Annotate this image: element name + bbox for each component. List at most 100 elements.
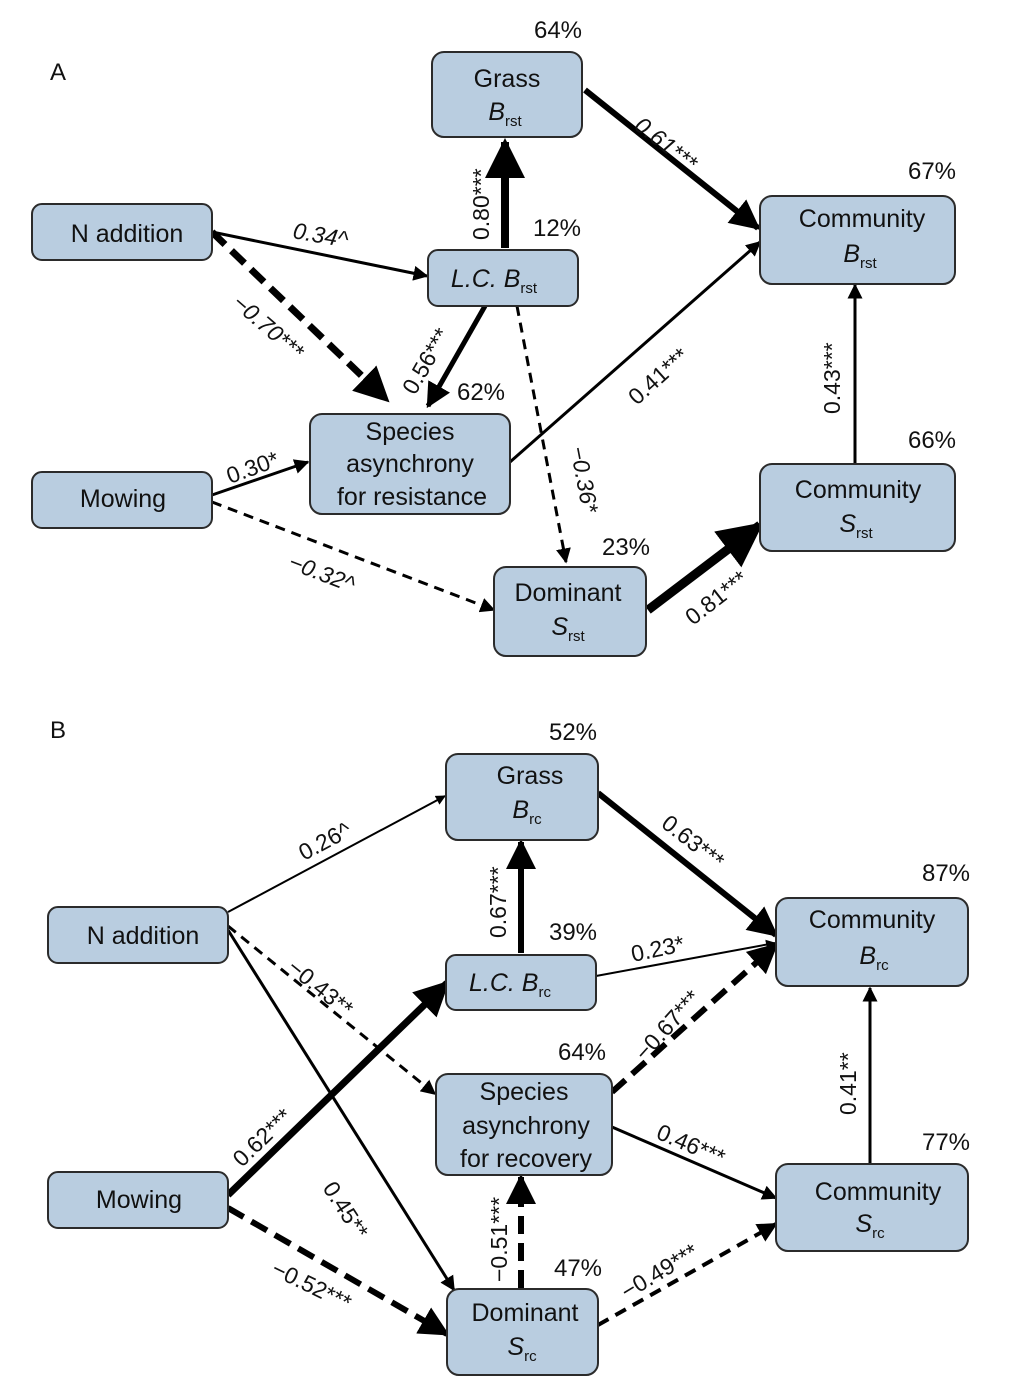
node-b-community-s: Community Src 77% <box>775 1129 970 1252</box>
node-b-asyn-line1: Species <box>480 1078 569 1106</box>
node-b-grass-r2: 52% <box>549 719 597 746</box>
node-b-mowing-label: Mowing <box>96 1186 182 1214</box>
node-b-dominant: Dominant Src 47% <box>446 1255 602 1376</box>
coef-b-lc-grass: 0.67*** <box>485 866 511 938</box>
node-a-grass-label: Grass <box>474 65 541 93</box>
coef-a-grass-community-b: 0.61*** <box>630 111 703 176</box>
node-a-community-s-r2: 66% <box>908 427 956 454</box>
coef-b-nadd-grass: 0.26^ <box>294 816 355 865</box>
edge-b-nadd-dominant <box>226 929 456 1292</box>
coef-b-community-s-community-b: 0.41** <box>835 1052 861 1115</box>
node-b-grass: Grass Brc 52% <box>445 719 599 841</box>
coef-b-nadd-asyn: −0.43** <box>283 954 359 1022</box>
edge-b-asyn-community-b <box>609 942 779 1095</box>
coef-a-lc-grass: 0.80*** <box>468 168 494 240</box>
node-b-dominant-r2: 47% <box>554 1255 602 1282</box>
node-a-dominant-symbol: Srst <box>551 613 585 645</box>
edge-a-mowing-dominant <box>211 500 496 613</box>
coef-a-lc-dominant: −0.36* <box>565 444 604 516</box>
node-a-nadd: N addition <box>31 203 213 261</box>
node-b-grass-symbol: Brc <box>512 796 542 828</box>
edge-a-asyn-community-b <box>509 240 762 464</box>
panel-label-a: A <box>50 59 66 86</box>
node-b-community-b-label: Community <box>809 906 936 934</box>
edge-a-grass-community-b <box>583 87 761 231</box>
node-b-asyn-r2: 64% <box>558 1039 606 1066</box>
panel-label-b: B <box>50 717 66 744</box>
node-b-mowing: Mowing <box>47 1171 229 1229</box>
edge-a-lc-asyn <box>425 304 488 409</box>
coef-b-asyn-community-b: −0.67*** <box>629 985 705 1066</box>
coef-b-grass-community-b: 0.63*** <box>657 809 729 874</box>
edge-b-mowing-lc <box>225 980 450 1198</box>
coef-b-dominant-asyn: −0.51*** <box>486 1197 512 1282</box>
node-b-community-s-r2: 77% <box>922 1129 970 1156</box>
node-a-community-b-r2: 67% <box>908 158 956 185</box>
coef-a-nadd-asyn: −0.70*** <box>228 289 310 365</box>
node-a-community-b-label: Community <box>799 205 926 233</box>
edge-b-lc-community-b <box>595 939 776 977</box>
edge-a-nadd-lc <box>211 230 429 281</box>
node-a-asyn-r2: 62% <box>457 379 505 406</box>
node-b-community-b: Community Brc 87% <box>775 860 970 987</box>
node-a-community-b: Community Brst 67% <box>759 158 956 285</box>
edge-b-grass-community-b <box>596 790 779 938</box>
edges-a <box>209 87 863 614</box>
node-a-dominant-r2: 23% <box>602 534 650 561</box>
node-b-community-b-symbol: Brc <box>859 942 889 974</box>
node-b-asyn: Species asynchrony for recovery 64% <box>435 1039 613 1176</box>
node-b-dominant-label: Dominant <box>472 1299 579 1327</box>
edge-b-dominant-community-s <box>597 1222 778 1327</box>
edge-b-asyn-community-s <box>611 1125 778 1200</box>
panel-a: A 0.80*** 0.61*** 0.34^ −0.70*** 0.56***… <box>31 17 956 657</box>
edge-b-nadd-asyn <box>227 924 437 1096</box>
node-b-nadd: N addition <box>47 906 229 964</box>
node-b-asyn-line3: for recovery <box>460 1145 592 1173</box>
node-a-community-s: Community Srst 66% <box>759 427 956 552</box>
node-b-grass-label: Grass <box>497 762 564 790</box>
coef-b-mowing-dominant: −0.52*** <box>268 1255 356 1316</box>
node-b-lc-label: L.C. Brc <box>469 969 551 1001</box>
node-a-asyn-line3: for resistance <box>337 483 487 511</box>
edges-b <box>225 790 878 1337</box>
node-a-lc: L.C. Brst 12% <box>427 215 581 307</box>
coef-a-community-s-community-b: 0.43*** <box>819 342 845 414</box>
node-a-mowing: Mowing <box>31 471 213 529</box>
coef-a-nadd-lc: 0.34^ <box>291 217 351 252</box>
node-b-lc: L.C. Brc 39% <box>445 919 597 1011</box>
node-a-lc-r2: 12% <box>533 215 581 242</box>
node-a-community-b-symbol: Brst <box>843 240 877 272</box>
node-a-asyn-line2: asynchrony <box>346 450 474 478</box>
node-a-grass: Grass Brst 64% <box>431 17 583 138</box>
node-a-community-s-label: Community <box>795 476 922 504</box>
node-b-community-b-r2: 87% <box>922 860 970 887</box>
edge-b-nadd-grass <box>227 795 446 913</box>
node-a-lc-label: L.C. Brst <box>451 265 538 297</box>
node-b-dominant-symbol: Src <box>507 1333 537 1365</box>
node-a-community-s-symbol: Srst <box>839 510 873 542</box>
edge-a-mowing-asyn <box>211 459 310 497</box>
coefs-a: 0.80*** 0.61*** 0.34^ −0.70*** 0.56*** −… <box>223 111 845 629</box>
node-a-dominant-label: Dominant <box>515 579 622 607</box>
node-a-nadd-label: N addition <box>71 220 184 248</box>
panel-b: B 0.26^ 0.63*** 0.67*** 0.23* −0.43** −0… <box>47 717 970 1376</box>
edge-b-mowing-dominant <box>226 1205 450 1337</box>
node-b-lc-r2: 39% <box>549 919 597 946</box>
edge-a-nadd-asyn <box>209 229 390 403</box>
node-b-asyn-line2: asynchrony <box>462 1112 590 1140</box>
coef-a-lc-asyn: 0.56*** <box>397 323 455 398</box>
node-b-community-s-symbol: Src <box>855 1210 885 1242</box>
node-b-community-s-label: Community <box>815 1178 942 1206</box>
node-a-grass-r2: 64% <box>534 17 582 44</box>
coefs-b: 0.26^ 0.63*** 0.67*** 0.23* −0.43** −0.6… <box>227 809 861 1315</box>
coef-a-mowing-dominant: −0.32^ <box>285 548 360 597</box>
node-a-dominant: Dominant Srst 23% <box>493 534 650 657</box>
coef-b-nadd-dominant: 0.45** <box>318 1177 374 1244</box>
edge-a-dominant-community-s <box>645 521 764 614</box>
node-a-asyn-line1: Species <box>366 418 455 446</box>
node-a-grass-symbol: Brst <box>488 98 522 130</box>
node-a-mowing-label: Mowing <box>80 485 166 513</box>
node-b-nadd-label: N addition <box>87 922 200 950</box>
node-a-asyn: Species asynchrony for resistance 62% <box>309 379 511 515</box>
